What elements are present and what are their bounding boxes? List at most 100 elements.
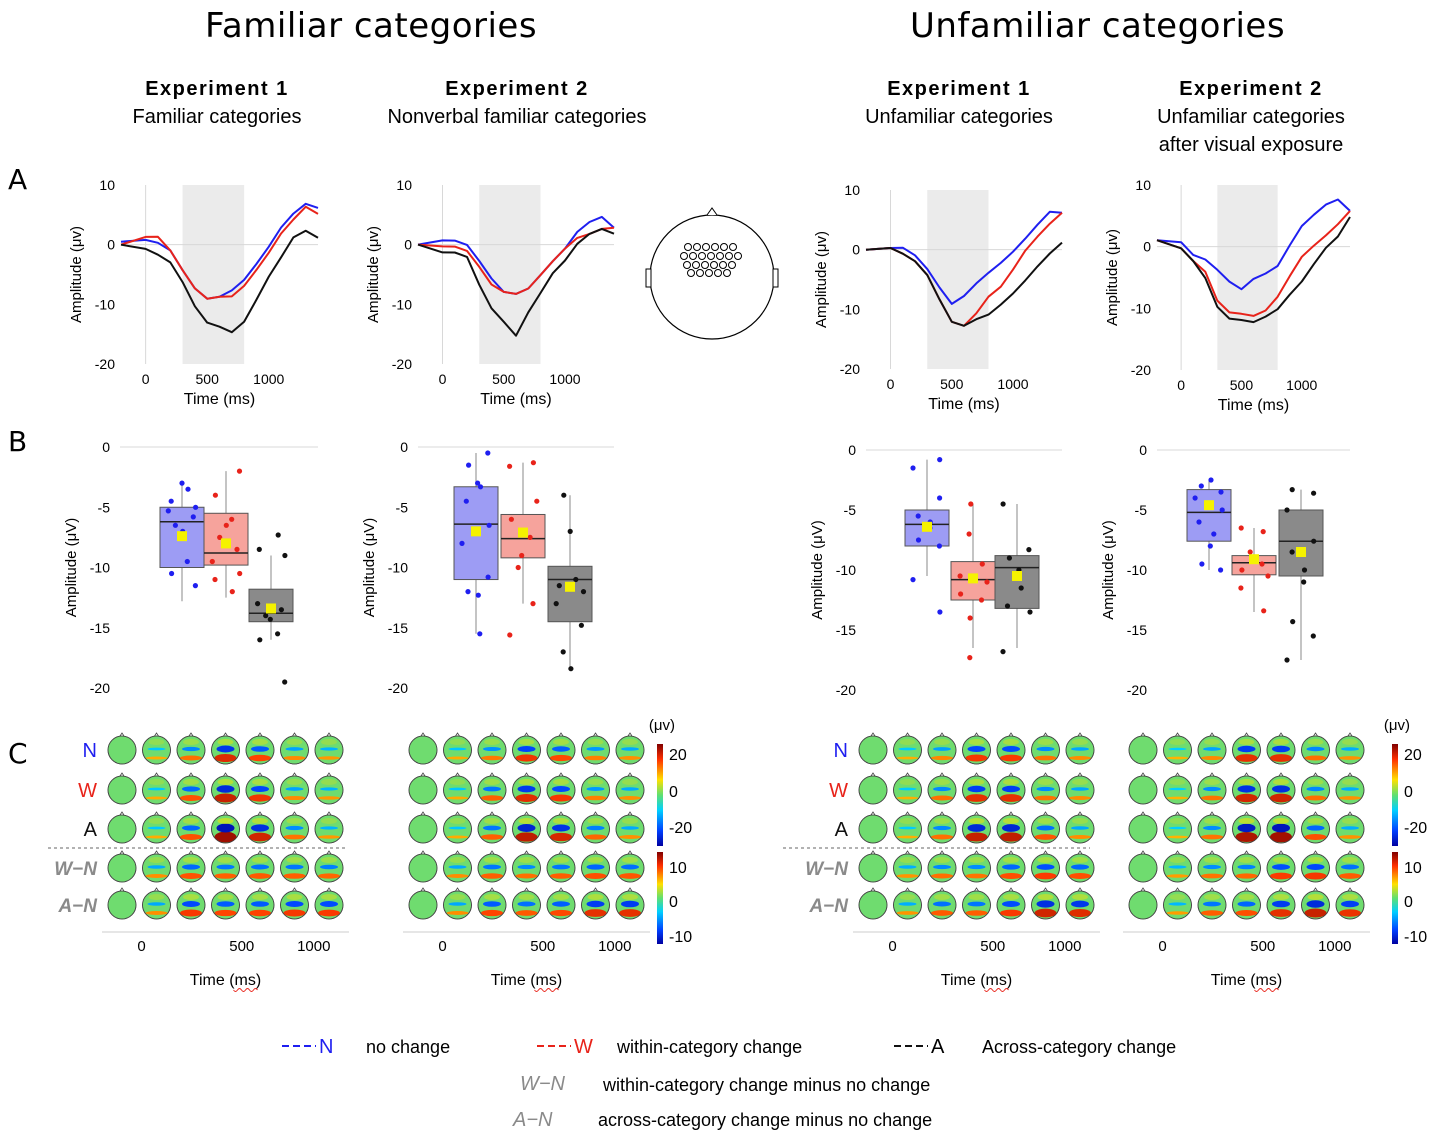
legend-n-text: no change bbox=[366, 1037, 451, 1057]
topomap-negative bbox=[320, 826, 338, 830]
data-point-W bbox=[223, 522, 229, 528]
topomap-negative bbox=[147, 902, 166, 906]
topomap-positive bbox=[145, 911, 168, 915]
topomap-outline bbox=[512, 814, 541, 844]
topomap-outline bbox=[1266, 814, 1296, 844]
series-N bbox=[1156, 198, 1351, 291]
data-point-N bbox=[179, 480, 185, 486]
topomap-outline bbox=[1232, 890, 1261, 920]
data-point-W bbox=[530, 601, 536, 607]
data-point-N bbox=[1192, 495, 1198, 501]
y-tick-label: 10 bbox=[99, 177, 115, 193]
y-tick-label: 10 bbox=[396, 177, 412, 193]
topomap-nose bbox=[326, 887, 332, 892]
topomap-outline bbox=[1197, 775, 1227, 805]
topomap-outline bbox=[1232, 814, 1261, 844]
topomap-nose bbox=[558, 887, 564, 892]
topomap-negative bbox=[320, 901, 338, 907]
topomap-nose bbox=[627, 850, 633, 855]
topomap-outline bbox=[1232, 853, 1261, 883]
topomap-outline bbox=[1335, 890, 1365, 920]
topomap-nose bbox=[1244, 811, 1249, 816]
topomap-outline bbox=[1266, 890, 1296, 920]
topomap-head bbox=[443, 887, 472, 920]
topomap-outline bbox=[280, 853, 309, 883]
topomap-head bbox=[1266, 811, 1296, 844]
topomap-positive bbox=[481, 909, 503, 917]
data-point-N bbox=[910, 577, 916, 583]
condition-label: A−N bbox=[808, 896, 849, 917]
y-tick-label: 0 bbox=[1143, 239, 1151, 255]
data-point-N bbox=[937, 495, 943, 501]
topomap-frontal bbox=[1169, 857, 1186, 863]
topomap-positive bbox=[1339, 796, 1361, 800]
topomap-head bbox=[858, 772, 888, 805]
legend-n-key: N bbox=[319, 1036, 334, 1058]
topomap-head bbox=[477, 850, 507, 883]
topomap-head bbox=[1266, 772, 1296, 805]
legend-w-key: W bbox=[574, 1036, 593, 1058]
topomap-positive bbox=[145, 796, 168, 800]
topomap-outline bbox=[581, 853, 610, 883]
topomap-frontal bbox=[148, 894, 165, 900]
topomap-nose bbox=[1043, 887, 1048, 892]
topomap-positive bbox=[619, 873, 641, 879]
topomap-negative bbox=[1036, 900, 1055, 908]
topomap-head bbox=[1301, 887, 1330, 920]
topomap-nose bbox=[1043, 850, 1048, 855]
topomap-positive bbox=[318, 796, 340, 800]
topomap-head bbox=[1301, 772, 1330, 805]
colorbar-bottom bbox=[657, 852, 663, 944]
topomap-group-1: 0 500 1000 Time (ms) bbox=[102, 732, 349, 992]
data-point-N bbox=[165, 508, 171, 514]
data-point-A bbox=[1311, 538, 1317, 544]
topomap-head bbox=[1163, 811, 1192, 844]
topomap-nose bbox=[627, 887, 633, 892]
topomap-negative bbox=[1306, 746, 1325, 752]
topomap-nose bbox=[455, 811, 460, 816]
data-point-W bbox=[212, 492, 218, 498]
colorbar-unit: (μv) bbox=[649, 717, 675, 734]
condition-labels-2: NWA W−N A−N bbox=[805, 740, 849, 917]
y-tick-label: 0 bbox=[107, 237, 115, 253]
data-point-N bbox=[169, 570, 175, 577]
data-point-W bbox=[1239, 567, 1245, 573]
topomap-positive bbox=[1000, 909, 1022, 917]
data-point-N bbox=[1198, 483, 1204, 489]
topomap-nose bbox=[1140, 811, 1146, 816]
topomap-nose bbox=[593, 811, 598, 816]
topomap-negative bbox=[1272, 785, 1290, 793]
topomap-negative bbox=[216, 785, 235, 793]
data-point-N bbox=[475, 592, 481, 598]
data-point-W bbox=[534, 498, 540, 504]
data-point-N bbox=[937, 457, 943, 463]
data-point-A bbox=[1018, 585, 1024, 591]
topomap-head bbox=[1128, 811, 1158, 844]
topomap-frontal bbox=[1003, 739, 1019, 745]
topomap-positive bbox=[180, 909, 202, 917]
topomap-outline bbox=[615, 735, 645, 765]
topomap-nose bbox=[558, 850, 564, 855]
x-tick-label: 500 bbox=[196, 371, 220, 387]
topomap-nose bbox=[119, 811, 125, 816]
topomap-positive bbox=[515, 910, 538, 916]
topomap-outline bbox=[1065, 890, 1095, 920]
x-tick-label: 500 bbox=[1230, 377, 1254, 393]
topomap-head bbox=[1266, 850, 1296, 883]
topomap-frontal bbox=[1037, 739, 1054, 745]
y-tick-label: -20 bbox=[840, 361, 860, 377]
topomap-head bbox=[1128, 850, 1158, 883]
colorbar-top bbox=[657, 744, 663, 846]
topomap-outline bbox=[962, 735, 991, 765]
topomap-outline bbox=[1232, 735, 1261, 765]
topomap-nose bbox=[905, 850, 910, 855]
topomap-negative bbox=[1071, 864, 1089, 870]
topomap-nose bbox=[1008, 772, 1014, 777]
topomap-positive bbox=[446, 835, 469, 839]
topomap-positive bbox=[318, 909, 340, 917]
topomap-outline bbox=[1301, 735, 1330, 765]
topomap-negative bbox=[147, 865, 166, 869]
data-point-W bbox=[1260, 529, 1266, 535]
topomap-positive bbox=[1166, 874, 1189, 878]
